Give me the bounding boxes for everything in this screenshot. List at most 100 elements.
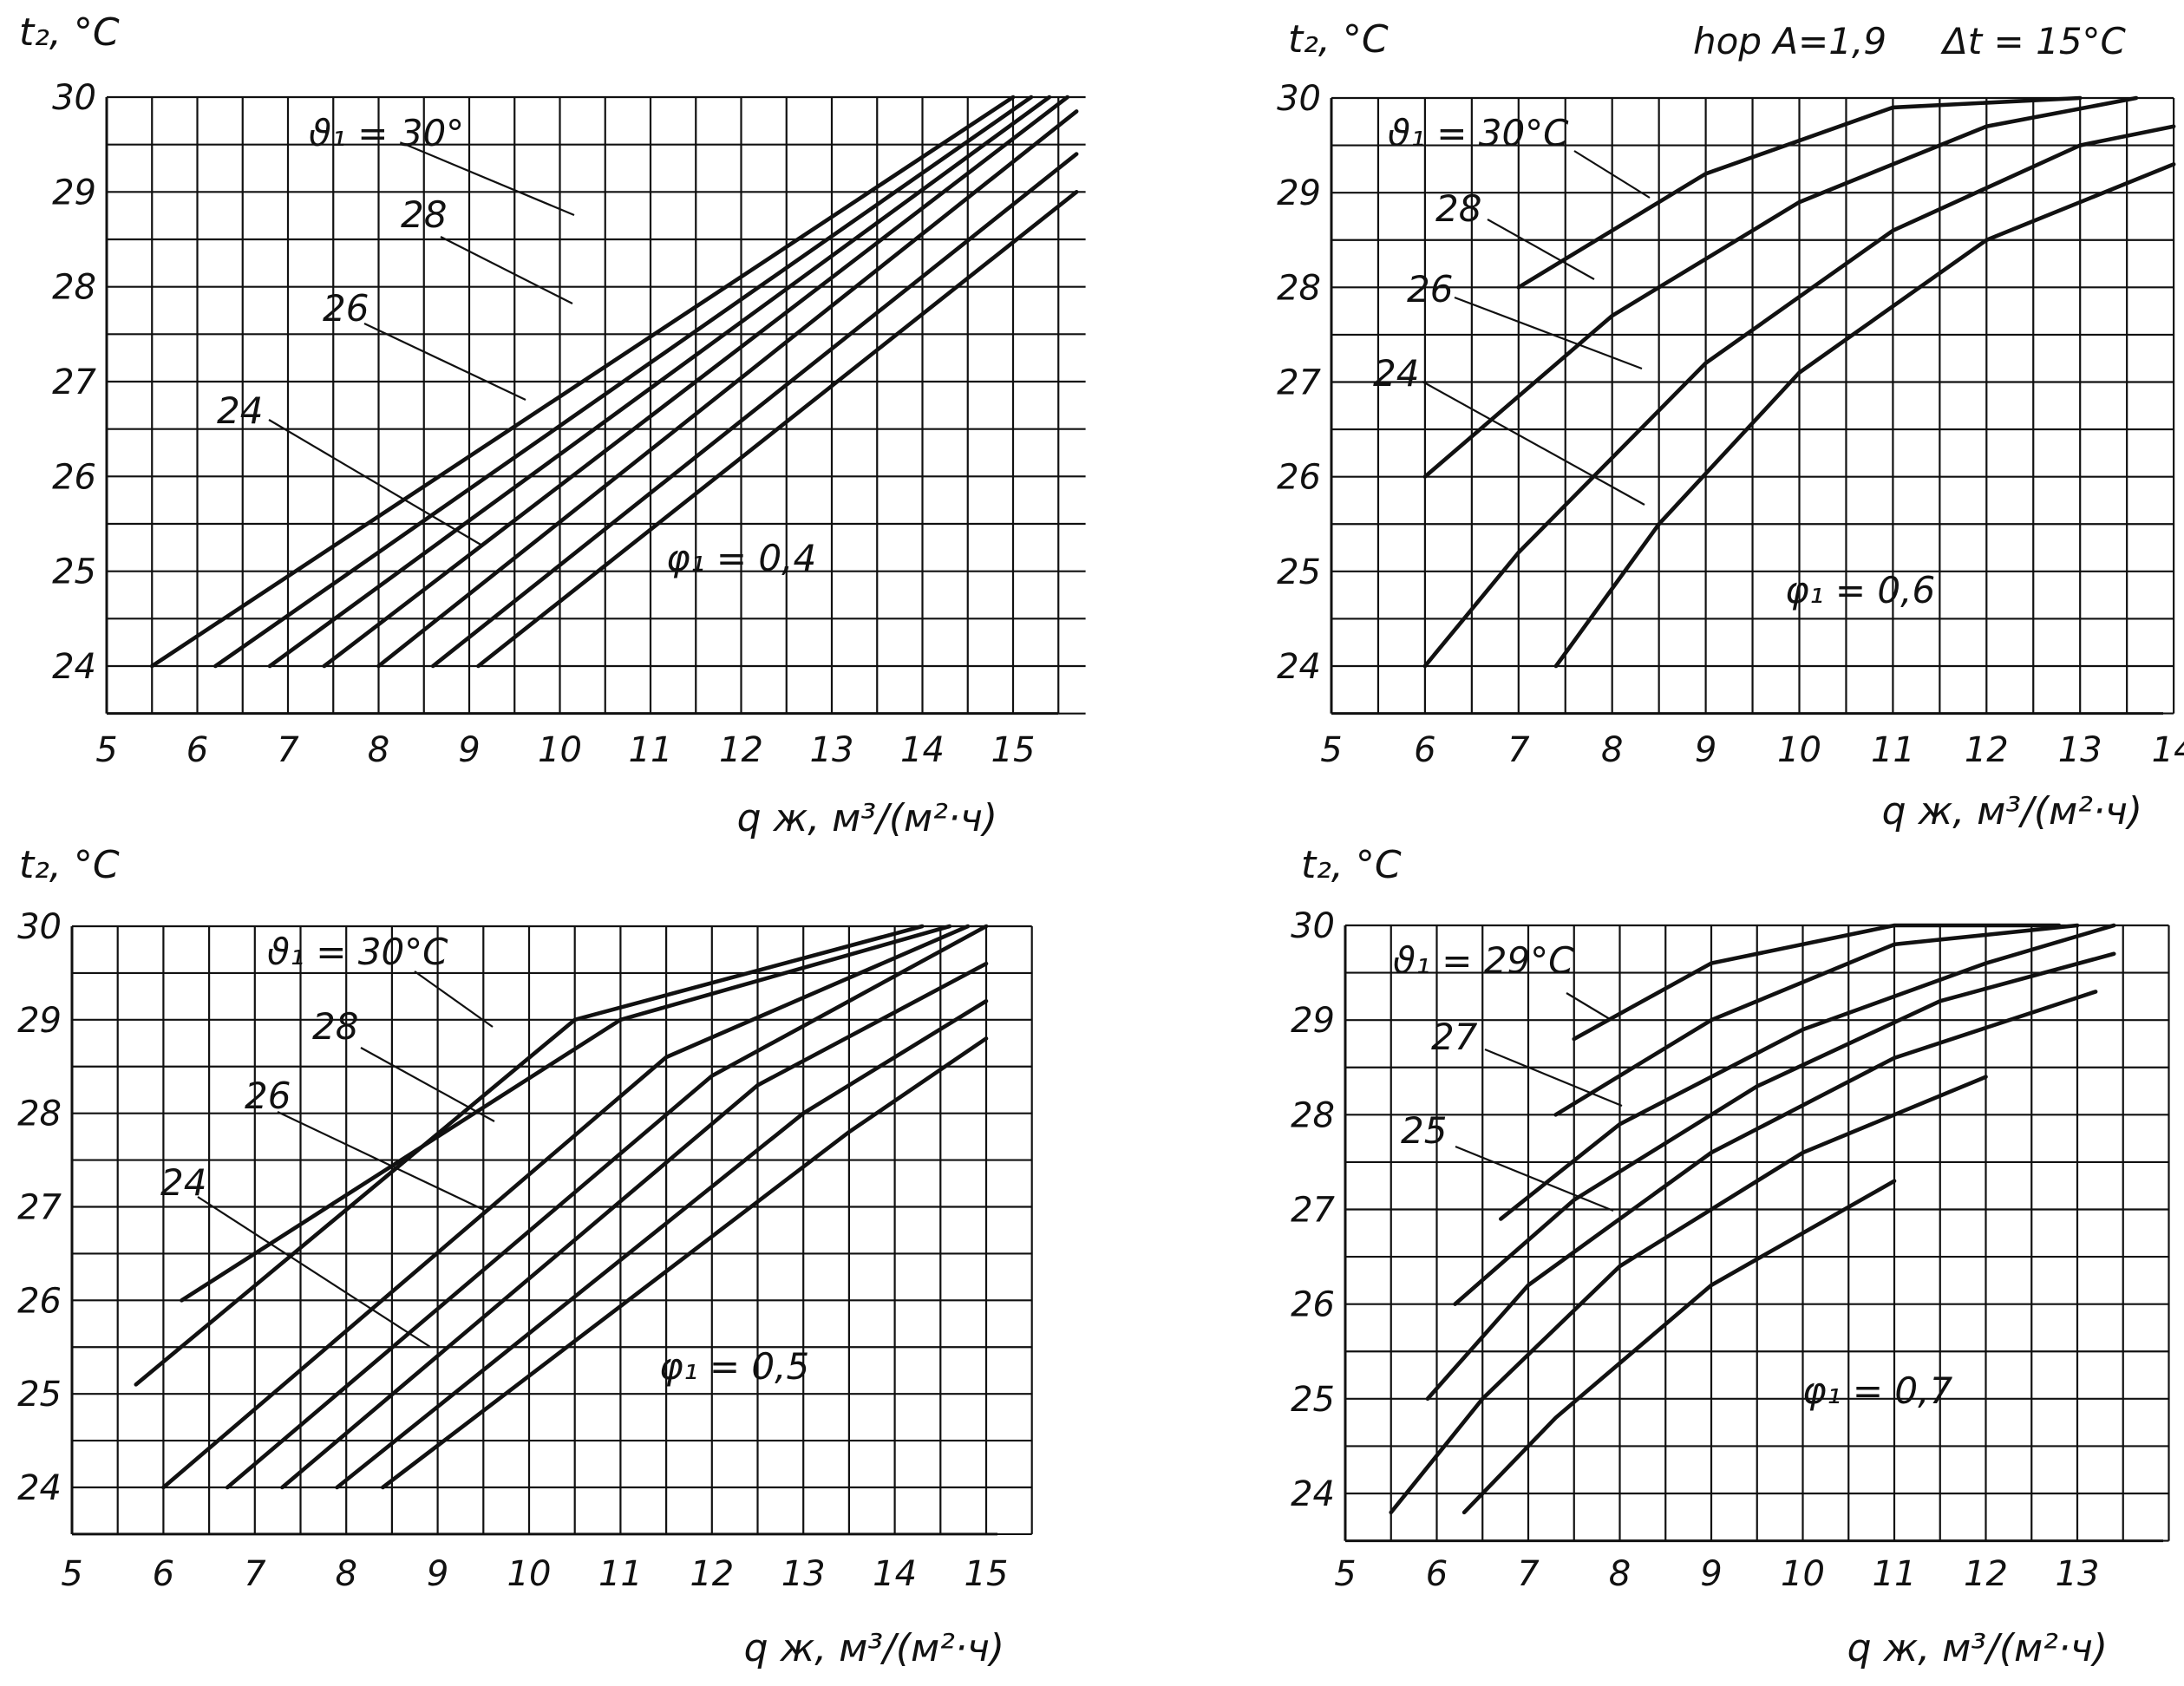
- series-curve-28: [267, 95, 1052, 669]
- leader-line: [403, 142, 575, 217]
- leader-line: [277, 1111, 485, 1211]
- leader-line: [363, 323, 526, 401]
- x-tick-label: 12: [690, 1554, 734, 1594]
- x-tick-label: 7: [244, 1554, 266, 1594]
- x-axis-title: q ж, м³/(м²·ч): [744, 1626, 1004, 1670]
- y-tick-label: 25: [52, 552, 96, 592]
- curve-label: 26: [1407, 268, 1453, 310]
- curve-label: 25: [1401, 1109, 1447, 1152]
- x-tick-label: 5: [1334, 1554, 1356, 1594]
- y-tick-label: 25: [17, 1375, 62, 1415]
- x-tick-label: 15: [991, 730, 1036, 770]
- x-tick-label: 14: [2152, 730, 2184, 770]
- y-tick-label: 25: [1277, 552, 1321, 592]
- phi-parameter-label: φ₁ = 0,5: [659, 1345, 809, 1388]
- chart-panel-phi-0-5: 5 6 7 8 9 10 11 12 13 14 15 24 25 26 27 28 29 30 t₂, °C q ж…: [17, 843, 1033, 1670]
- x-tick-label: 11: [598, 1554, 643, 1594]
- x-tick-label: 12: [1964, 1554, 2008, 1594]
- phi-parameter-label: φ₁ = 0,6: [1785, 569, 1935, 611]
- y-tick-label: 26: [52, 457, 96, 497]
- series-curve-27: [1499, 923, 2116, 1221]
- series-curves: [134, 924, 989, 1490]
- y-tick-label: 24: [1291, 1474, 1335, 1514]
- curve-label: 24: [1373, 352, 1419, 395]
- y-tick-label: 28: [52, 268, 96, 308]
- y-tick-label: 27: [1291, 1191, 1335, 1231]
- series-curve-29: [180, 924, 952, 1303]
- x-tick-label: 9: [1700, 1554, 1722, 1594]
- y-tick-label: 29: [1291, 1001, 1335, 1041]
- series-curve-28: [1422, 95, 2139, 479]
- curve-label: 26: [245, 1075, 291, 1117]
- x-tick-label: 11: [629, 730, 673, 770]
- series-curve-29: [1572, 923, 2062, 1042]
- leader-line: [197, 1196, 431, 1348]
- leader-line: [1573, 150, 1651, 199]
- y-tick-label: 27: [1277, 363, 1321, 403]
- series-curve-27: [225, 924, 989, 1490]
- x-tick-label: 13: [810, 730, 854, 770]
- curve-label: 28: [1435, 187, 1481, 230]
- x-tick-label: 13: [2058, 730, 2102, 770]
- x-axis-title: q ж, м³/(м²·ч): [1847, 1626, 2108, 1670]
- header-hop-label: hор A=1,9: [1693, 20, 1886, 62]
- series-curve-24: [1389, 1075, 1988, 1515]
- leader-line: [414, 970, 494, 1028]
- series-curves: [149, 95, 1079, 669]
- series-curve-30: [134, 924, 925, 1387]
- x-tick-label: 9: [427, 1554, 448, 1594]
- y-tick-label: 26: [17, 1281, 62, 1321]
- y-tick-label: 30: [1277, 79, 1321, 119]
- series-curves: [1389, 923, 2116, 1515]
- y-tick-label: 24: [1277, 647, 1321, 687]
- y-tick-label: 30: [52, 78, 96, 118]
- leader-line: [360, 1047, 495, 1122]
- series-curve-29: [213, 95, 1034, 669]
- x-tick-label: 5: [1320, 730, 1342, 770]
- series-curve-28: [1553, 923, 2080, 1117]
- x-tick-label: 6: [1426, 1554, 1448, 1594]
- phi-parameter-label: φ₁ = 0,7: [1802, 1369, 1953, 1412]
- x-tick-label: 10: [1777, 730, 1821, 770]
- x-tick-label: 8: [1601, 730, 1623, 770]
- leader-line: [1566, 992, 1611, 1020]
- curve-label: ϑ₁ = 30°C: [267, 931, 448, 973]
- series-curves: [1422, 95, 2176, 669]
- series-curve-25: [335, 998, 989, 1490]
- leader-line: [1484, 1048, 1623, 1108]
- x-tick-label: 5: [61, 1554, 82, 1594]
- curve-label: 28: [312, 1005, 358, 1048]
- leader-line: [1455, 1145, 1614, 1212]
- y-tick-label: 27: [52, 363, 96, 402]
- y-tick-label: 30: [17, 907, 62, 947]
- x-tick-label: 11: [1871, 730, 1915, 770]
- series-curve-27: [322, 95, 1069, 669]
- x-tick-label: 10: [507, 1554, 552, 1594]
- y-axis-title: t₂, °C: [1301, 843, 1402, 887]
- leader-line: [1454, 296, 1643, 370]
- x-tick-label: 12: [719, 730, 763, 770]
- y-axis-title: t₂, °C: [1288, 17, 1389, 62]
- x-tick-label: 7: [1517, 1554, 1540, 1594]
- x-tick-label: 13: [2056, 1554, 2100, 1594]
- x-axis-title: q ж, м³/(м²·ч): [737, 796, 997, 840]
- y-tick-label: 27: [17, 1188, 62, 1228]
- y-tick-label: 25: [1291, 1380, 1335, 1420]
- grid: [1330, 96, 2175, 715]
- chart-panel-phi-0-7: 5 6 7 8 9 10 11 12 13 24 25 26 27 28 29 30 t₂, °C q ж, м³…: [1291, 843, 2170, 1670]
- y-tick-label: 29: [1277, 173, 1321, 213]
- x-tick-label: 8: [335, 1554, 356, 1594]
- x-tick-label: 7: [277, 730, 299, 770]
- series-curve-26: [1422, 124, 2176, 669]
- series-curve-26: [1453, 951, 2116, 1306]
- series-curve-24: [1553, 162, 2176, 669]
- y-tick-label: 29: [52, 173, 96, 212]
- series-curve-24: [476, 190, 1079, 669]
- leader-line: [1422, 381, 1645, 506]
- x-tick-label: 8: [1609, 1554, 1631, 1594]
- series-curve-26: [280, 961, 989, 1490]
- curve-label: ϑ₁ = 30°: [309, 112, 464, 154]
- x-tick-label: 6: [186, 730, 208, 770]
- chart-panel-phi-0-4: 5 6 7 8 9 10 11 12 13 14 15 24 25 26 27 28 29 30 t₂, °C q ж…: [19, 10, 1086, 840]
- x-tick-label: 10: [538, 730, 582, 770]
